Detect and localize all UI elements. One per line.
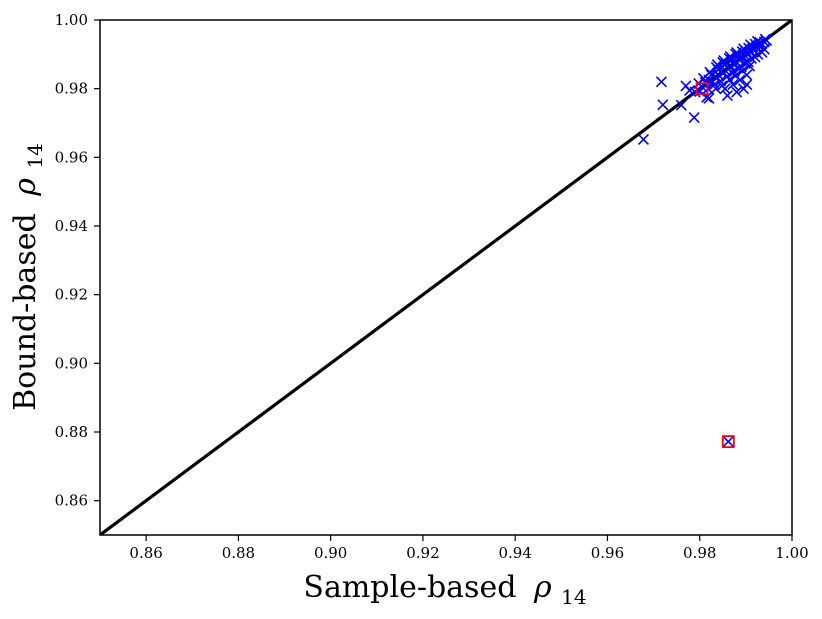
x-axis-label: Sample-based ρ 14 bbox=[303, 570, 586, 609]
data-point bbox=[736, 46, 748, 58]
data-point bbox=[688, 111, 700, 124]
data-point bbox=[730, 48, 742, 60]
data-point bbox=[705, 69, 717, 81]
x-tick-label: 0.94 bbox=[498, 544, 531, 562]
data-point bbox=[732, 62, 745, 74]
data-point bbox=[717, 57, 729, 69]
highlight-marker bbox=[721, 435, 735, 449]
y-tick-label: 0.90 bbox=[55, 354, 88, 372]
x-tick-label: 1.00 bbox=[775, 544, 808, 562]
axes: 0.86 0.88 0.90 0.92 0.94 0.96 0.98 1.00 0.86 0.88… bbox=[55, 11, 809, 562]
data-point bbox=[727, 78, 739, 91]
data-point bbox=[749, 38, 761, 50]
data-point bbox=[743, 42, 755, 54]
x-axis-label-text: Sample-based bbox=[303, 570, 516, 605]
y-tick-label: 0.94 bbox=[55, 217, 88, 235]
x-axis-label-symbol: ρ bbox=[533, 570, 552, 605]
data-point bbox=[734, 74, 746, 86]
data-point bbox=[745, 52, 757, 65]
data-point bbox=[723, 52, 735, 65]
data-point bbox=[722, 436, 734, 448]
data-point bbox=[721, 89, 733, 102]
markers-layer bbox=[637, 33, 773, 449]
data-point bbox=[710, 83, 722, 95]
x-tick-label: 0.88 bbox=[222, 544, 255, 562]
y-tick-label: 0.98 bbox=[55, 80, 88, 98]
y-tick-label: 0.86 bbox=[55, 492, 88, 510]
y-axis-label-subscript: 14 bbox=[23, 143, 47, 168]
x-tick-label: 0.86 bbox=[129, 544, 162, 562]
data-point bbox=[657, 99, 669, 111]
data-point bbox=[731, 86, 743, 98]
data-point bbox=[719, 83, 731, 95]
data-point bbox=[704, 66, 716, 78]
x-tick-label: 0.98 bbox=[683, 544, 716, 562]
y-axis-label-text: Bound-based bbox=[8, 213, 43, 411]
y-tick-label: 1.00 bbox=[55, 11, 88, 29]
data-point bbox=[744, 39, 757, 51]
data-point bbox=[689, 86, 701, 98]
data-point bbox=[739, 57, 751, 69]
identity-line bbox=[100, 20, 792, 535]
data-point bbox=[637, 133, 650, 146]
data-point bbox=[758, 43, 770, 55]
data-point bbox=[737, 83, 750, 95]
y-axis-label: Bound-based ρ 14 bbox=[8, 143, 47, 411]
data-point bbox=[675, 99, 687, 111]
x-axis-label-subscript: 14 bbox=[561, 585, 586, 609]
y-axis-label-symbol: ρ bbox=[8, 178, 43, 197]
plot-frame bbox=[99, 19, 793, 536]
plot-area bbox=[100, 20, 792, 535]
data-point bbox=[752, 48, 764, 60]
data-point bbox=[655, 76, 668, 88]
data-point bbox=[759, 33, 771, 45]
y-tick-label: 0.92 bbox=[55, 286, 88, 304]
x-tick-label: 0.92 bbox=[406, 544, 439, 562]
y-tick-label: 0.96 bbox=[55, 148, 88, 166]
highlight-marker bbox=[695, 82, 709, 96]
x-tick-label: 0.90 bbox=[314, 544, 347, 562]
x-tick-label: 0.96 bbox=[591, 544, 624, 562]
data-point bbox=[710, 61, 722, 73]
y-tick-label: 0.88 bbox=[55, 423, 88, 441]
data-point bbox=[724, 74, 736, 86]
data-point bbox=[741, 69, 753, 81]
